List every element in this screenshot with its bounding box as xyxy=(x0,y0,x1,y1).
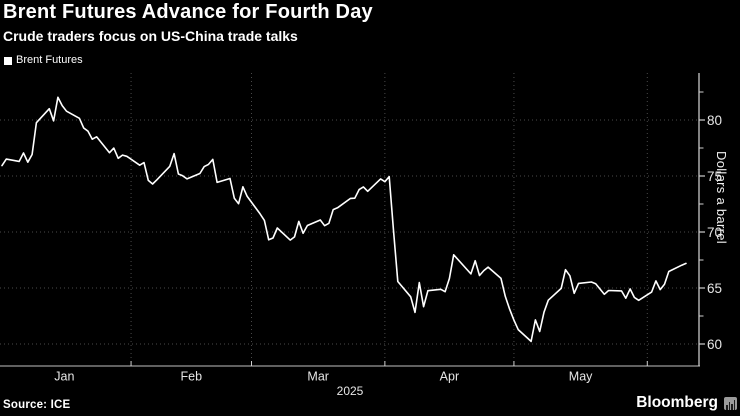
source-attribution: Source: ICE xyxy=(3,399,71,411)
bloomberg-logo: Bloomberg xyxy=(636,394,737,412)
chart-subtitle: Crude traders focus on US-China trade ta… xyxy=(3,28,298,44)
y-tick-label: 60 xyxy=(707,337,722,352)
x-axis-year-label: 2025 xyxy=(336,384,364,398)
x-tick-label: Apr xyxy=(440,370,459,384)
y-axis-title: Dollars a barrel xyxy=(714,151,729,244)
bloomberg-wordmark: Bloomberg xyxy=(636,394,718,411)
chart-title: Brent Futures Advance for Fourth Day xyxy=(3,1,373,23)
legend: Brent Futures xyxy=(4,55,83,66)
y-tick-label: 65 xyxy=(707,281,722,296)
y-tick-label: 80 xyxy=(707,113,722,128)
bloomberg-terminal-icon xyxy=(724,396,737,410)
x-tick-label: Mar xyxy=(307,370,329,384)
y-tick-label: 75 xyxy=(707,169,722,184)
brent-price-line xyxy=(1,96,687,343)
y-tick-label: 70 xyxy=(707,225,722,240)
x-tick-label: Jan xyxy=(54,370,74,384)
legend-label: Brent Futures xyxy=(16,54,83,66)
legend-swatch-icon xyxy=(4,56,12,65)
x-tick-label: May xyxy=(569,370,593,384)
x-tick-label: Feb xyxy=(181,370,203,384)
